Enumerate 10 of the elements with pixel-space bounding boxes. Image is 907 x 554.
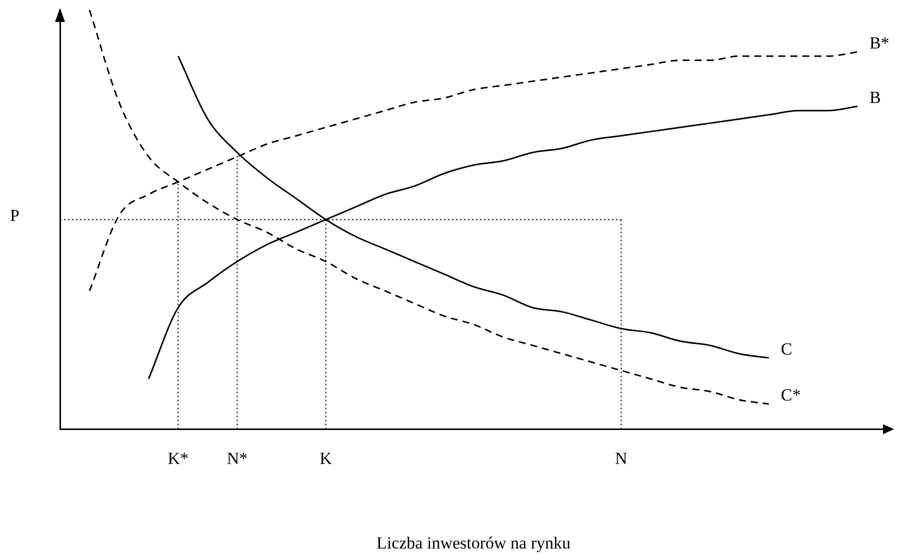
x-tick-label: K <box>320 448 333 468</box>
series-label: B* <box>869 33 890 52</box>
x-tick-label: N <box>615 448 628 468</box>
x-axis-title: Liczba inwestorów na rynku <box>376 533 572 552</box>
series-label: B <box>869 88 881 107</box>
ref-line-label: P <box>10 206 20 226</box>
series-label: C <box>780 339 792 358</box>
series-label: C* <box>780 386 801 405</box>
x-tick-label: K* <box>168 448 189 468</box>
x-tick-label: N* <box>226 448 248 468</box>
